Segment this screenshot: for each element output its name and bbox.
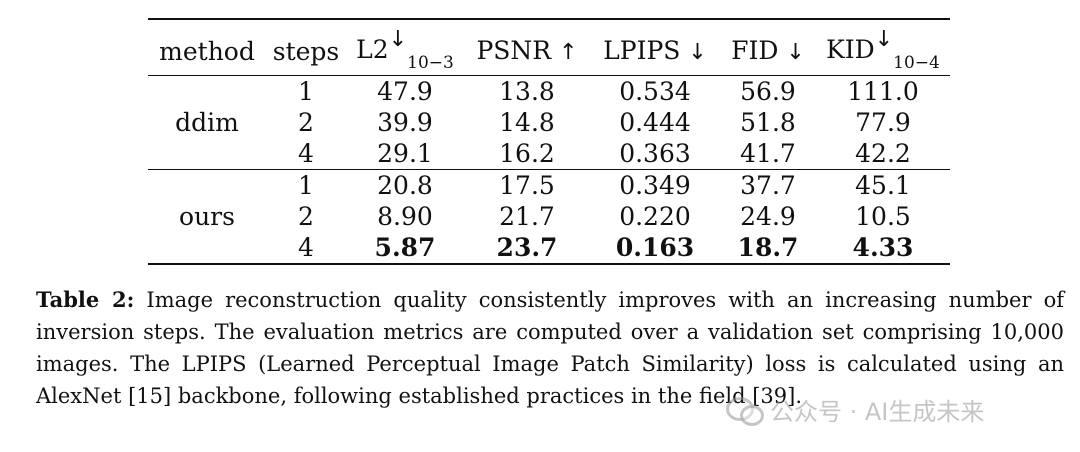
- lpips-cell: 0.349: [619, 171, 691, 200]
- psnr-up-arrow-icon: ↑: [559, 39, 578, 65]
- header-psnr: PSNR ↑: [476, 35, 578, 65]
- steps-cell: 4: [298, 233, 314, 262]
- table-caption: Table 2: Image reconstruction quality co…: [36, 284, 1064, 412]
- steps-cell: 2: [298, 108, 314, 137]
- table-row: ddim 1 47.9 13.8 0.534 56.9 111.0: [148, 76, 950, 137]
- l2-cell: 20.8: [377, 171, 433, 200]
- psnr-cell-best: 23.7: [496, 233, 558, 262]
- table-header-row: method steps L2↓10−3 PSNR ↑ LPIPS ↓ FID …: [148, 19, 950, 76]
- lpips-cell-best: 0.163: [615, 233, 695, 262]
- fid-cell: 24.9: [740, 202, 796, 231]
- fid-cell: 41.7: [740, 139, 796, 168]
- method-cell: ddim: [175, 108, 239, 137]
- header-l2: L2↓10−3: [356, 27, 454, 73]
- group-ours: ours 1 20.8 17.5 0.349 37.7 45.1 2 8.90 …: [148, 169, 950, 264]
- kid-cell: 42.2: [855, 139, 911, 168]
- psnr-cell: 21.7: [499, 202, 555, 231]
- results-table: method steps L2↓10−3 PSNR ↑ LPIPS ↓ FID …: [148, 18, 950, 265]
- kid-cell: 111.0: [847, 77, 919, 106]
- group-ddim: ddim 1 47.9 13.8 0.534 56.9 111.0 2 39.9…: [148, 76, 950, 170]
- lpips-down-arrow-icon: ↓: [688, 39, 707, 65]
- steps-cell: 2: [298, 202, 314, 231]
- l2-cell: 8.90: [377, 202, 433, 231]
- header-method: method: [159, 36, 255, 66]
- l2-down-arrow-icon: ↓: [388, 27, 408, 52]
- psnr-cell: 14.8: [499, 108, 555, 137]
- steps-cell: 1: [298, 77, 314, 106]
- lpips-cell: 0.220: [619, 202, 691, 231]
- fid-cell: 37.7: [740, 171, 796, 200]
- fid-cell-best: 18.7: [737, 233, 799, 262]
- l2-cell: 47.9: [377, 77, 433, 106]
- steps-cell: 1: [298, 171, 314, 200]
- steps-cell: 4: [298, 139, 314, 168]
- caption-label: Table 2:: [36, 287, 135, 312]
- header-kid: KID↓10−4: [826, 27, 940, 73]
- fid-down-arrow-icon: ↓: [786, 39, 805, 65]
- results-table-container: method steps L2↓10−3 PSNR ↑ LPIPS ↓ FID …: [148, 18, 950, 265]
- l2-cell: 39.9: [377, 108, 433, 137]
- l2-cell-best: 5.87: [374, 233, 436, 262]
- header-fid: FID ↓: [731, 35, 805, 65]
- psnr-cell: 17.5: [499, 171, 555, 200]
- header-steps: steps: [272, 36, 340, 66]
- fid-cell: 56.9: [740, 77, 796, 106]
- l2-scale: 10−3: [407, 53, 454, 73]
- kid-down-arrow-icon: ↓: [874, 27, 894, 52]
- header-lpips: LPIPS ↓: [603, 35, 707, 65]
- lpips-cell: 0.363: [619, 139, 691, 168]
- table-row: ours 1 20.8 17.5 0.349 37.7 45.1: [148, 170, 950, 231]
- psnr-cell: 16.2: [499, 139, 555, 168]
- kid-cell: 10.5: [855, 202, 911, 231]
- kid-cell: 77.9: [855, 108, 911, 137]
- kid-cell-best: 4.33: [852, 233, 914, 262]
- caption-text: Image reconstruction quality consistentl…: [36, 288, 1065, 408]
- table-row: 2 8.90 21.7 0.220 24.9 10.5: [148, 201, 950, 232]
- method-cell: ours: [179, 202, 235, 231]
- table-row: 2 39.9 14.8 0.444 51.8 77.9: [148, 107, 950, 138]
- psnr-cell: 13.8: [499, 77, 555, 106]
- lpips-cell: 0.444: [619, 108, 691, 137]
- l2-cell: 29.1: [377, 139, 433, 168]
- fid-cell: 51.8: [740, 108, 796, 137]
- lpips-cell: 0.534: [619, 77, 691, 106]
- kid-cell: 45.1: [855, 171, 911, 200]
- table-row: 4 5.87 23.7 0.163 18.7 4.33: [148, 232, 950, 264]
- kid-scale: 10−4: [893, 53, 940, 73]
- table-row: 4 29.1 16.2 0.363 41.7 42.2: [148, 138, 950, 170]
